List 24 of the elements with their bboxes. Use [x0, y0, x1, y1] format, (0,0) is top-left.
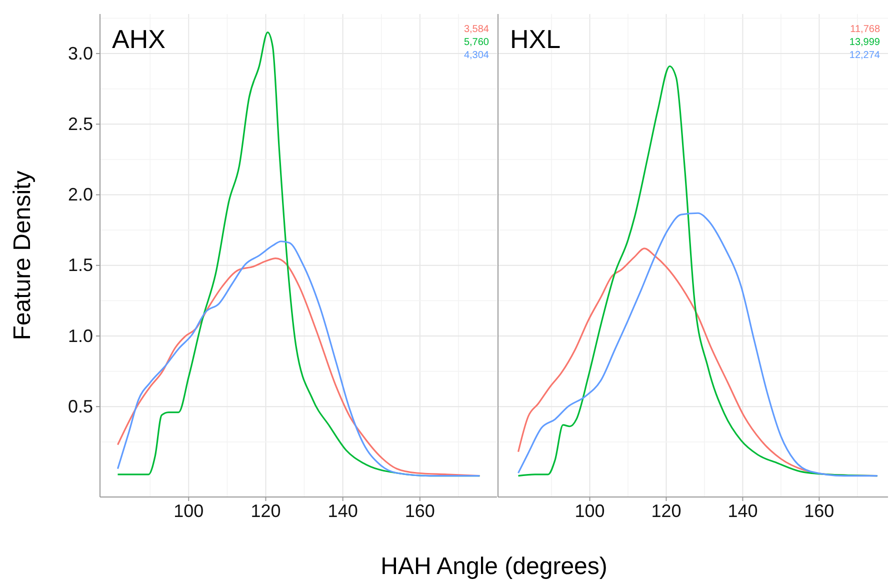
x-tick-label: 160 — [404, 500, 435, 521]
x-tick-label: 120 — [250, 500, 281, 521]
annotation: 5,760 — [464, 37, 490, 48]
annotation: 12,274 — [849, 50, 880, 61]
x-tick-label: 140 — [728, 500, 758, 521]
x-tick-label: 100 — [574, 500, 605, 521]
x-tick-label: 120 — [651, 500, 682, 521]
y-tick-label: 3.0 — [68, 43, 93, 64]
x-tick-label: 160 — [804, 500, 834, 521]
y-tick-label: 2.0 — [68, 184, 93, 205]
x-tick-label: 140 — [328, 500, 358, 521]
y-tick-label: 1.5 — [68, 255, 93, 276]
y-tick-label: 0.5 — [68, 396, 93, 416]
chart-title: AHX — [112, 24, 166, 54]
y-tick-label: 1.0 — [68, 326, 93, 346]
x-tick-label: 100 — [174, 500, 204, 521]
y-axis-title: Feature Density — [9, 170, 36, 340]
annotation: 4,304 — [464, 50, 490, 61]
x-axis-title: HAH Angle (degrees) — [380, 553, 608, 580]
chart-title: HXL — [510, 24, 561, 54]
annotation: 3,584 — [464, 24, 490, 35]
annotation: 13,999 — [849, 37, 880, 48]
annotation: 11,768 — [850, 24, 880, 35]
y-tick-label: 2.5 — [68, 114, 93, 134]
